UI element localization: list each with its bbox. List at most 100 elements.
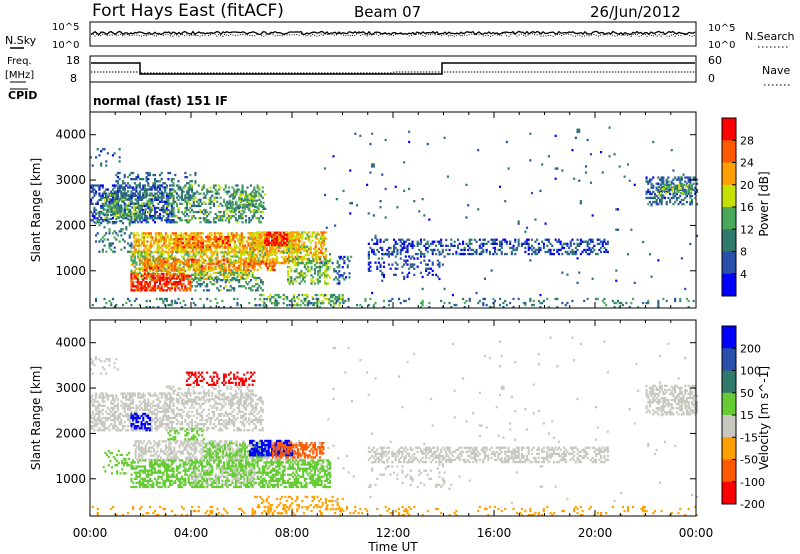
power-cell (317, 282, 320, 285)
power-cell (359, 134, 362, 137)
power-cell (150, 277, 153, 281)
power-cell (194, 303, 197, 307)
power-cell (214, 266, 217, 269)
power-cell (340, 274, 343, 277)
power-cell (574, 250, 577, 254)
power-cell (130, 279, 133, 282)
power-cell (645, 192, 648, 196)
power-cell (348, 259, 351, 263)
power-cell (164, 283, 167, 286)
power-cell (325, 270, 328, 273)
power-cell (348, 276, 351, 279)
power-cell (145, 171, 148, 175)
power-cell (208, 244, 211, 247)
power-cell (308, 270, 311, 273)
power-cell (659, 183, 662, 186)
power-cell (175, 262, 178, 265)
power-cell (494, 240, 497, 243)
power-cell (689, 176, 692, 179)
power-cell (255, 255, 258, 259)
power-cell (147, 272, 150, 276)
power-cell (96, 211, 99, 215)
power-cell (212, 251, 215, 254)
power-cell (147, 182, 150, 185)
power-cell (551, 252, 554, 256)
power-cell (146, 232, 149, 235)
power-cell (468, 299, 471, 303)
power-cell (174, 257, 177, 260)
power-cell (197, 202, 200, 205)
power-cell (236, 255, 239, 258)
power-cell (204, 273, 207, 276)
power-cell (209, 255, 212, 258)
power-cell (673, 185, 676, 188)
power-cell (120, 192, 123, 195)
power-cell (93, 221, 96, 224)
power-cell (265, 251, 268, 254)
power-cell (330, 299, 333, 303)
power-cell (91, 303, 94, 307)
power-cell (250, 238, 253, 241)
power-cell (111, 217, 114, 220)
power-cell (321, 241, 324, 244)
power-cell (307, 303, 310, 307)
power-cell (251, 190, 254, 193)
power-cell (208, 232, 211, 235)
power-cell (171, 250, 174, 253)
power-cell (269, 253, 272, 257)
power-cell (197, 266, 200, 269)
power-cell (125, 184, 128, 187)
power-cell (231, 273, 234, 276)
power-cell (684, 176, 687, 179)
power-cell (416, 240, 419, 243)
power-cell (165, 279, 168, 282)
power-cell (233, 250, 236, 253)
power-cell (143, 268, 146, 272)
power-cell (675, 187, 678, 191)
power-cell (675, 178, 678, 181)
power-cell (172, 206, 175, 210)
power-cell (139, 204, 142, 207)
power-cell (179, 260, 182, 263)
power-cell (199, 255, 202, 258)
power-cell (313, 302, 316, 305)
power-cell (165, 206, 168, 210)
power-cell (168, 238, 171, 241)
power-cell (299, 233, 302, 236)
power-cell (193, 232, 196, 235)
power-cell (193, 235, 196, 239)
power-cell (172, 212, 175, 216)
power-cell (300, 270, 303, 273)
power-cell (242, 246, 245, 249)
power-cell (319, 245, 322, 248)
power-cell (145, 178, 148, 181)
power-cell (159, 234, 162, 237)
power-cell (234, 279, 237, 282)
power-cell (682, 203, 685, 206)
power-cell (177, 206, 180, 210)
power-cell (655, 198, 658, 202)
power-cell (258, 219, 261, 222)
power-cell (194, 192, 197, 195)
power-cell (425, 269, 428, 272)
power-cell (179, 188, 182, 191)
power-cell (172, 208, 175, 212)
power-cell (274, 237, 277, 240)
power-cell (152, 289, 155, 292)
power-cell (445, 244, 448, 247)
power-cell (211, 200, 214, 203)
power-cell (186, 264, 189, 267)
power-cell (96, 202, 99, 205)
power-cell (618, 301, 621, 305)
power-cell (236, 190, 239, 193)
power-cell (187, 215, 190, 218)
power-cell (314, 237, 317, 240)
power-cell (103, 148, 106, 151)
power-cell (661, 193, 664, 197)
power-cell (313, 251, 316, 254)
power-cell (696, 182, 699, 185)
power-cell (692, 182, 695, 185)
power-cell (93, 217, 96, 220)
power-cell (419, 306, 422, 309)
power-cell (193, 246, 196, 249)
